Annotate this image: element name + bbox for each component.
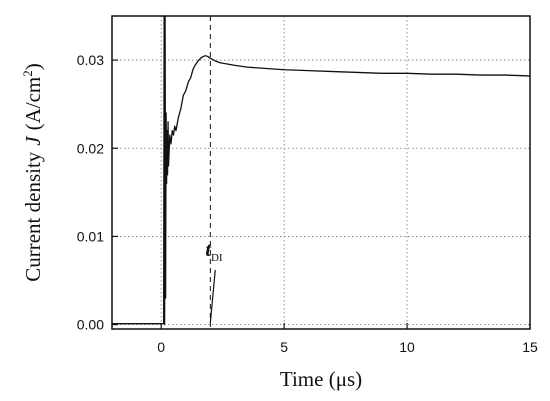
- series-line-0: [112, 15, 531, 326]
- y-axis-label-unit-sup: 2: [20, 70, 35, 77]
- y-axis-label-symbol: J: [21, 135, 45, 146]
- y-axis-label-unit: (A/cm: [21, 77, 45, 131]
- y-axis-label-unit-close: ): [21, 63, 45, 70]
- grid-lines: [112, 16, 530, 329]
- y-tick-label: 0.01: [77, 228, 104, 244]
- x-axis-label: Time (μs): [280, 367, 362, 391]
- annotation-label: tDI: [205, 239, 223, 264]
- x-tick-label: 5: [280, 339, 288, 355]
- annotation-subscript: DI: [211, 252, 223, 264]
- y-tick-label: 0.02: [77, 140, 104, 156]
- y-tick-label: 0.00: [77, 317, 104, 333]
- y-tick-label: 0.03: [77, 52, 104, 68]
- annotation-symbol: t: [205, 239, 212, 261]
- annotation: tDI: [205, 239, 223, 323]
- data-series: [112, 15, 531, 326]
- x-tick-label: 0: [157, 339, 165, 355]
- x-tick-label: 15: [522, 339, 538, 355]
- plot-frame: [111, 15, 531, 330]
- y-axis-label: Current density J (A/cm2): [20, 63, 45, 282]
- x-tick-label: 10: [399, 339, 415, 355]
- axis-ticks: 0 5 10 15 0.00 0.01 0.02 0.03: [77, 52, 538, 355]
- y-axis-label-prefix: Current density: [21, 151, 45, 282]
- annotation-arrow: [209, 269, 216, 323]
